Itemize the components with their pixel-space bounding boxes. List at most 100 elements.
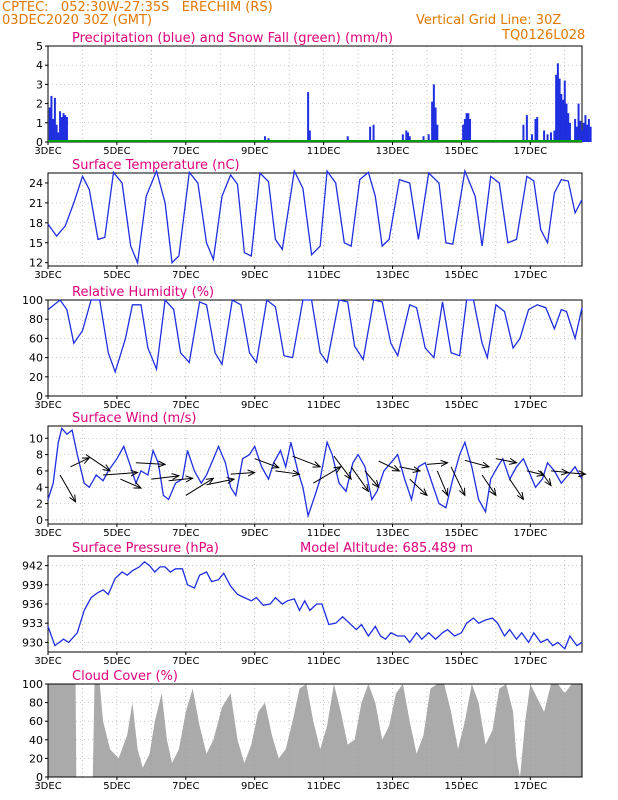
precip-bar xyxy=(405,130,408,142)
panel-title: Surface Temperature (nC) xyxy=(72,158,240,173)
x-tick-label: 11DEC xyxy=(307,146,341,157)
wind-arrow xyxy=(540,470,551,486)
wind-arrow xyxy=(409,478,427,495)
precip-bar xyxy=(422,136,425,142)
cloud-area xyxy=(48,684,582,777)
precip-bar xyxy=(556,63,559,142)
y-tick-label: 0 xyxy=(36,136,43,149)
x-tick-label: 15DEC xyxy=(445,656,479,667)
precip-bar xyxy=(264,136,267,142)
precip-bar xyxy=(55,124,58,142)
x-tick-label: 7DEC xyxy=(172,656,199,667)
precip-bar xyxy=(567,113,570,142)
wind-arrow xyxy=(350,466,368,492)
precip-bar xyxy=(522,124,525,142)
pres-line xyxy=(47,560,583,650)
y-tick-label: 18 xyxy=(29,217,43,230)
y-tick-label: 3 xyxy=(36,78,43,91)
y-tick-label: 2 xyxy=(36,98,43,111)
y-tick-label: 60 xyxy=(29,332,43,345)
x-tick-label: 11DEC xyxy=(307,781,341,792)
precip-bar xyxy=(57,132,60,142)
y-tick-label: 24 xyxy=(29,177,43,190)
x-tick-label: 17DEC xyxy=(513,146,547,157)
y-tick-label: 20 xyxy=(29,371,43,384)
y-tick-label: 10 xyxy=(29,432,43,445)
precip-bar xyxy=(546,134,549,142)
precip-bar xyxy=(65,117,68,142)
y-tick-label: 4 xyxy=(36,481,43,494)
station-info: CPTEC: 052:30W-27:35S ERECHIM (RS) xyxy=(2,0,273,15)
x-tick-label: 15DEC xyxy=(445,528,479,539)
x-tick-label: 11DEC xyxy=(307,400,341,411)
panel-title: Surface Pressure (hPa) xyxy=(72,541,219,556)
x-tick-label: 5DEC xyxy=(103,146,130,157)
panel-title: Precipitation (blue) and Snow Fall (gree… xyxy=(72,31,393,46)
run-date: 03DEC2020 30Z (GMT) xyxy=(2,13,153,28)
x-tick-label: 9DEC xyxy=(241,656,268,667)
y-tick-label: 939 xyxy=(22,579,43,592)
precip-bar xyxy=(553,130,556,142)
x-tick-label: 13DEC xyxy=(376,400,410,411)
precip-bar xyxy=(53,97,56,142)
precip-bar xyxy=(560,94,563,142)
precip-bar xyxy=(574,118,577,142)
y-tick-label: 930 xyxy=(22,636,43,649)
temp-line xyxy=(47,168,583,266)
wind-arrow xyxy=(230,473,255,475)
y-tick-label: 21 xyxy=(29,197,43,210)
precip-bar xyxy=(62,113,65,142)
panel-title: Cloud Cover (%) xyxy=(72,669,178,684)
precip-bar xyxy=(575,126,578,142)
y-tick-label: 6 xyxy=(36,465,43,478)
panel-frame xyxy=(47,172,583,267)
x-tick-label: 17DEC xyxy=(513,528,547,539)
panel-frame xyxy=(47,45,583,143)
y-tick-label: 1 xyxy=(36,117,43,130)
precip-bar xyxy=(463,118,466,142)
y-tick-label: 933 xyxy=(22,617,43,630)
x-tick-label: 3DEC xyxy=(34,400,61,411)
x-tick-label: 5DEC xyxy=(103,270,130,281)
x-tick-label: 13DEC xyxy=(376,146,410,157)
x-tick-label: 3DEC xyxy=(34,146,61,157)
x-tick-label: 9DEC xyxy=(241,270,268,281)
y-tick-label: 2 xyxy=(36,498,43,511)
precip-bar xyxy=(582,122,585,142)
precip-bar xyxy=(549,132,552,142)
precip-bar xyxy=(407,132,410,142)
precip-bar xyxy=(579,120,582,142)
x-tick-label: 3DEC xyxy=(34,528,61,539)
x-tick-label: 3DEC xyxy=(34,656,61,667)
y-tick-label: 40 xyxy=(29,734,43,747)
rh-line xyxy=(47,298,583,375)
wind-arrow xyxy=(103,473,137,475)
y-tick-label: 80 xyxy=(29,697,43,710)
precip-bar xyxy=(568,122,571,142)
wind-arrow xyxy=(333,455,351,479)
wind-arrow xyxy=(509,478,524,499)
precip-bar xyxy=(346,136,349,142)
wind-arrow xyxy=(481,474,496,495)
precip-bar xyxy=(431,101,434,142)
precip-bar xyxy=(577,103,580,142)
y-tick-label: 0 xyxy=(36,514,43,527)
wind-arrow xyxy=(364,470,379,487)
precip-bar xyxy=(369,126,372,142)
wind-arrow xyxy=(436,470,447,496)
x-tick-label: 9DEC xyxy=(241,146,268,157)
x-tick-label: 11DEC xyxy=(307,656,341,667)
wind-arrow xyxy=(450,466,465,496)
y-tick-label: 20 xyxy=(29,752,43,765)
panel-frame xyxy=(47,683,583,778)
precip-bar xyxy=(401,134,404,142)
x-tick-label: 13DEC xyxy=(376,656,410,667)
y-tick-label: 0 xyxy=(36,390,43,403)
wind-arrow xyxy=(70,458,89,468)
y-tick-label: 100 xyxy=(22,294,43,307)
y-tick-label: 100 xyxy=(22,678,43,691)
precip-bar xyxy=(307,92,310,142)
panel-annotation: Model Altitude: 685.489 m xyxy=(300,541,473,556)
chart-header: CPTEC: 052:30W-27:35S ERECHIM (RS) 03DEC… xyxy=(0,0,618,46)
precip-bar xyxy=(586,124,589,142)
